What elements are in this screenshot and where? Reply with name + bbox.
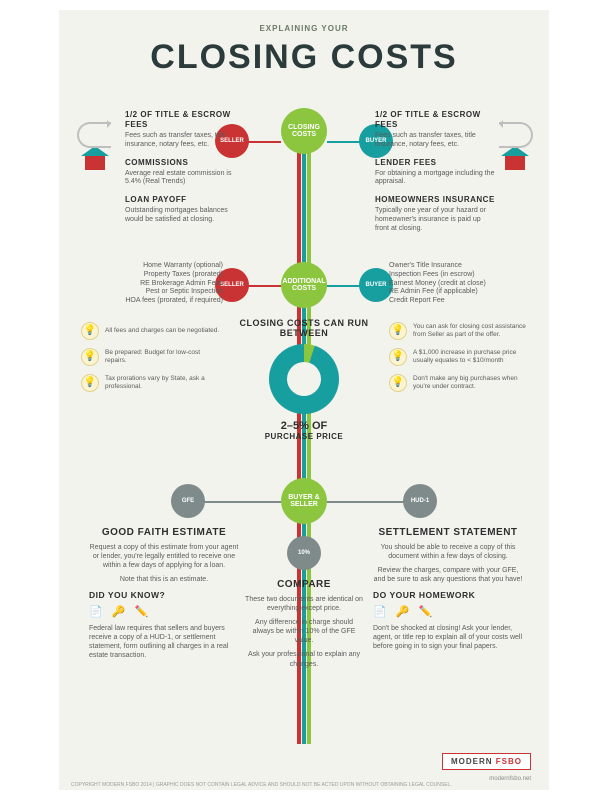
- node-gfe: GFE: [171, 484, 205, 518]
- house-icon: [501, 146, 529, 170]
- infographic: EXPLAINING YOUR CLOSING COSTS CLOSING CO…: [59, 10, 549, 790]
- line: [327, 141, 363, 143]
- bulb-icon: 💡: [81, 348, 99, 366]
- seller-add-list: Home Warranty (optional) Property Taxes …: [93, 262, 223, 306]
- node-buyer2: BUYER: [359, 268, 393, 302]
- bulb-icon: 💡: [81, 374, 99, 392]
- line: [327, 501, 405, 503]
- gfe-panel: GOOD FAITH ESTIMATE Request a copy of th…: [89, 526, 239, 665]
- node-closing: CLOSING COSTS: [281, 108, 327, 154]
- arrow-icon: [499, 122, 533, 148]
- donut-chart: CLOSING COSTS CAN RUN BETWEEN 2–5% OF PU…: [234, 318, 374, 441]
- node-additional: ADDITIONAL COSTS: [281, 262, 327, 308]
- pretitle: EXPLAINING YOUR: [59, 24, 549, 33]
- brand-badge: MODERN FSBO: [442, 753, 531, 770]
- line: [245, 285, 281, 287]
- buyer-add-list: Owner's Title Insurance Inspection Fees …: [389, 262, 529, 306]
- house-icon: [81, 146, 109, 170]
- line: [327, 285, 363, 287]
- title: CLOSING COSTS: [59, 38, 549, 77]
- buyer-top-col: 1/2 OF TITLE & ESCROW FEESFees such as t…: [375, 110, 495, 241]
- arrow-icon: [77, 122, 111, 148]
- line: [245, 141, 281, 143]
- node-buyerseller: BUYER & SELLER: [281, 478, 327, 524]
- bulb-icon: 💡: [81, 322, 99, 340]
- compare-panel: COMPARE These two documents are identica…: [244, 560, 364, 674]
- icons-row: 📄 🔑 ✏️: [373, 605, 523, 619]
- icons-row: 📄 🔑 ✏️: [89, 605, 239, 619]
- legal-text: COPYRIGHT MODERN FSBO 2014 | GRAPHIC DOE…: [71, 782, 537, 788]
- tips-left: 💡All fees and charges can be negotiated.…: [81, 322, 221, 392]
- bulb-icon: 💡: [389, 374, 407, 392]
- hud-panel: SETTLEMENT STATEMENT You should be able …: [373, 526, 523, 656]
- tips-right: 💡You can ask for closing cost assistance…: [389, 322, 529, 392]
- bulb-icon: 💡: [389, 322, 407, 340]
- node-hud: HUD-1: [403, 484, 437, 518]
- seller-top-col: 1/2 OF TITLE & ESCROW FEESFees such as t…: [125, 110, 235, 233]
- bulb-icon: 💡: [389, 348, 407, 366]
- line: [203, 501, 281, 503]
